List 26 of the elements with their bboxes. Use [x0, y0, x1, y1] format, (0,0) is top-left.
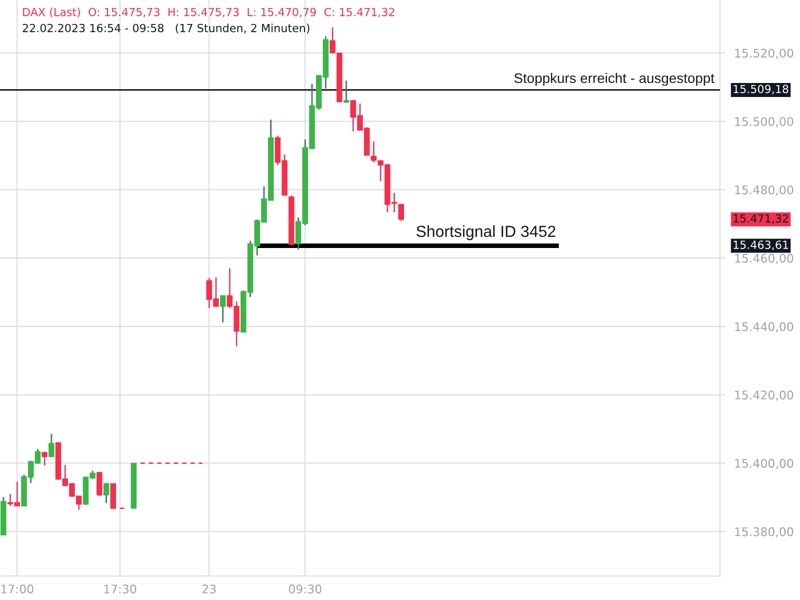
- x-tick-label: 09:30: [288, 584, 322, 594]
- y-tick-label: 15.400,00: [735, 458, 794, 470]
- candlestick: [42, 450, 48, 466]
- y-tick-label: 15.440,00: [735, 322, 794, 332]
- text: 15.463,61: [734, 240, 788, 250]
- y-tick-label: 15.480,00: [735, 185, 794, 196]
- y-tick-label: 15.520,00: [735, 48, 794, 59]
- text: DAX (Last) O: 15.475,73 H: 15.475,73 L: 15.470,79 C: 15.471,32: [23, 8, 394, 18]
- candlestick: [398, 204, 404, 222]
- y-tick-label: 15.380,00: [735, 527, 794, 538]
- candlestick: [343, 80, 350, 104]
- text: 22.02.2023 16:54 - 09:58 (17 Stunden, 2 Minuten): [22, 24, 310, 34]
- ref-line-label: Stoppkurs erreicht - ausgestoppt: [514, 72, 714, 86]
- text: 15.509,18: [734, 84, 788, 94]
- candlestick: [220, 294, 226, 324]
- y-tick-label: 15.460,00: [735, 254, 794, 264]
- series-label: Shortsignal ID 3452: [416, 225, 556, 240]
- x-tick-label: 17:00: [1, 584, 34, 594]
- candlestick: [103, 482, 110, 504]
- x-tick-label: 17:30: [104, 584, 136, 594]
- x-tick-label: 23: [202, 584, 216, 594]
- y-tick-label: 15.500,00: [735, 117, 794, 128]
- text: 15.471,32: [734, 214, 788, 224]
- candlestick: [48, 433, 54, 458]
- candlestick: [96, 472, 102, 497]
- y-tick-label: 15.420,00: [735, 390, 794, 401]
